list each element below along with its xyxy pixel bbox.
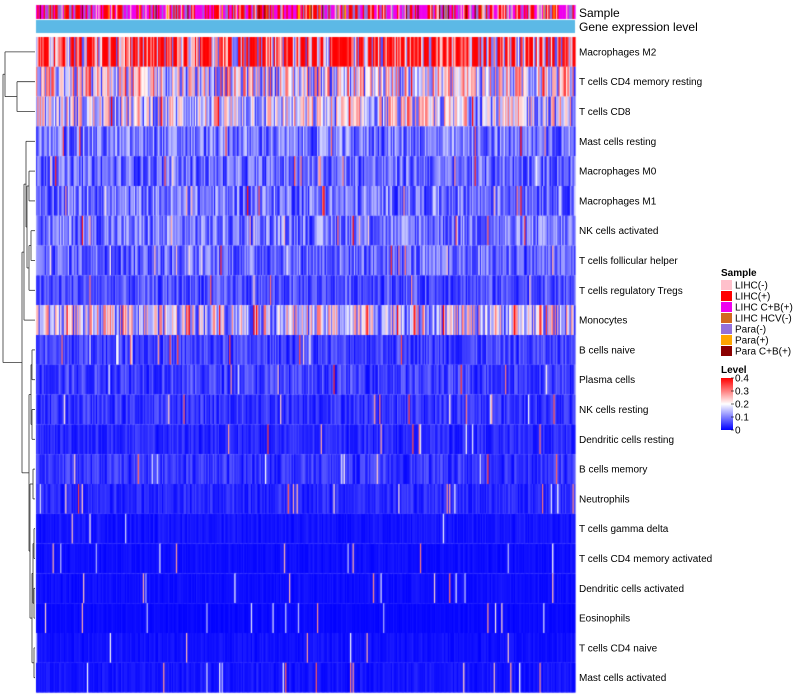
legend-level-tick-label: 0.3: [735, 387, 749, 398]
legend-label: LIHC(-): [735, 281, 768, 292]
row-label: Macrophages M0: [579, 167, 657, 178]
row-label: B cells memory: [579, 465, 647, 476]
legend: Sample LIHC(-)LIHC(+)LIHC C+B(+)LIHC HCV…: [721, 268, 793, 437]
row-label: Eosinophils: [579, 614, 630, 625]
row-label: Neutrophils: [579, 494, 630, 505]
row-label: Mast cells resting: [579, 137, 656, 148]
legend-swatch: [721, 346, 732, 356]
row-label: Dendritic cells resting: [579, 435, 674, 446]
legend-title-sample: Sample: [721, 268, 757, 279]
row-label: Dendritic cells activated: [579, 584, 684, 595]
row-label: T cells CD8: [579, 107, 631, 118]
legend-level-tick-label: 0.2: [735, 400, 749, 411]
legend-level-ticks: 0.4 0.3 0.2 0.1 0: [731, 374, 749, 437]
annotation-track-labels: Sample Gene expression level: [579, 6, 698, 34]
legend-swatch: [721, 302, 732, 312]
legend-swatch: [721, 291, 732, 301]
track-label-expression: Gene expression level: [579, 20, 698, 34]
row-label: T cells CD4 naive: [579, 643, 658, 654]
legend-swatch: [721, 280, 732, 290]
row-label: Macrophages M2: [579, 47, 657, 58]
row-label: T cells gamma delta: [579, 524, 669, 535]
legend-label: LIHC HCV(-): [735, 314, 792, 325]
legend-label: Para(-): [735, 325, 766, 336]
row-dendrogram: [2, 51, 35, 679]
legend-swatch: [721, 324, 732, 334]
legend-swatch: [721, 313, 732, 323]
legend-sample-entries: LIHC(-)LIHC(+)LIHC C+B(+)LIHC HCV(-)Para…: [721, 280, 793, 358]
legend-level-tick-label: 0.4: [735, 374, 749, 385]
legend-label: Para C+B(+): [735, 347, 791, 358]
track-label-sample: Sample: [579, 6, 620, 20]
row-label: T cells CD4 memory resting: [579, 77, 702, 88]
legend-level-tick-label: 0: [735, 426, 741, 437]
row-labels: Macrophages M2 T cells CD4 memory resting…: [579, 47, 712, 684]
row-label: NK cells activated: [579, 226, 658, 237]
row-label: Plasma cells: [579, 375, 635, 386]
legend-level-tick-label: 0.1: [735, 413, 749, 424]
legend-swatch: [721, 335, 732, 345]
row-label: T cells regulatory Tregs: [579, 286, 683, 297]
row-label: NK cells resting: [579, 405, 648, 416]
row-label: T cells follicular helper: [579, 256, 678, 267]
legend-level-colorbar: [721, 378, 733, 430]
row-label: Mast cells activated: [579, 673, 666, 684]
legend-label: Para(+): [735, 336, 769, 347]
legend-label: LIHC C+B(+): [735, 303, 793, 314]
row-label: T cells CD4 memory activated: [579, 554, 712, 565]
legend-label: LIHC(+): [735, 292, 770, 303]
legend-title-level: Level: [721, 365, 747, 376]
row-label: Macrophages M1: [579, 196, 657, 207]
row-label: Monocytes: [579, 316, 627, 327]
row-label: B cells naive: [579, 345, 636, 356]
